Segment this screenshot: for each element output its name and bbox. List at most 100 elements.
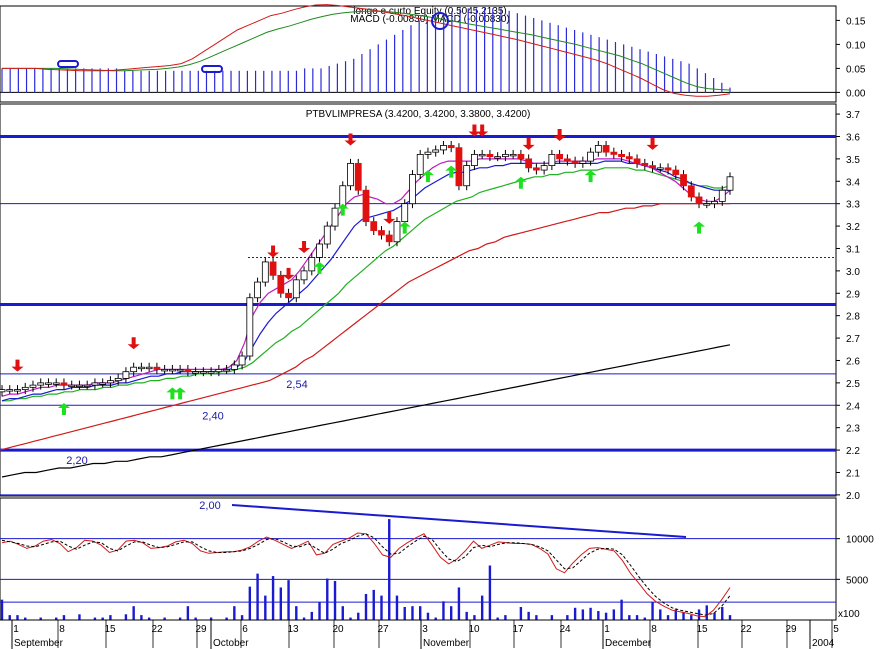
candle-body xyxy=(532,167,540,171)
buy-signal-arrow xyxy=(421,170,434,183)
candle-body xyxy=(223,369,230,372)
candle-body xyxy=(45,382,52,385)
candle-body xyxy=(370,221,378,231)
candle-body xyxy=(641,162,649,167)
sell-signal-arrow xyxy=(127,337,140,350)
macd-y-axis: 0.15 0.10 0.05 0.00 xyxy=(0,16,866,99)
candle-body xyxy=(664,167,672,171)
sell-signal-arrow xyxy=(267,245,280,258)
candle-body xyxy=(83,384,91,388)
price-levels: 2,54 2,40 2,20 2,00 xyxy=(0,134,836,512)
candle-body xyxy=(300,270,308,281)
price-level-label: 2,40 xyxy=(202,410,223,422)
ma-black-line xyxy=(1,344,731,478)
candle-body xyxy=(711,201,718,205)
candle-body xyxy=(207,371,215,374)
price-tick-label: 2.3 xyxy=(846,424,860,435)
candle-body xyxy=(563,158,571,162)
candle-body xyxy=(726,176,734,191)
candle-body xyxy=(269,261,277,276)
macd-marker xyxy=(57,60,79,68)
macd-signal-line xyxy=(2,10,731,91)
x-tick-label: 22 xyxy=(151,624,163,635)
candle-body xyxy=(393,221,401,243)
candle-body xyxy=(540,165,548,171)
macd-markers xyxy=(57,12,449,73)
x-tick-label: 1 xyxy=(13,624,19,635)
candle-body xyxy=(625,156,633,160)
candle-body xyxy=(432,149,440,153)
candle-body xyxy=(486,153,494,158)
sell-signal-arrow xyxy=(476,124,489,137)
candle-body xyxy=(610,151,618,155)
sell-signal-arrow xyxy=(468,124,481,137)
candle-body xyxy=(440,145,447,151)
macd-title-line2: MACD (-0.00830) MACD (-0.00830) xyxy=(350,14,510,25)
price-panel-frame xyxy=(0,103,837,497)
candle-body xyxy=(424,151,432,155)
candle-body xyxy=(409,174,416,205)
x-tick-label: 15 xyxy=(104,624,116,635)
price-level-label: 2,00 xyxy=(199,500,220,512)
candle-body xyxy=(145,366,153,370)
candle-body xyxy=(230,364,238,370)
candle-body xyxy=(556,153,564,160)
macd-line xyxy=(2,4,731,97)
sell-signal-arrow xyxy=(522,137,535,150)
candle-body xyxy=(122,371,130,379)
candle-body xyxy=(517,153,525,160)
x-tick-label: 15 xyxy=(696,624,708,635)
price-tick-label: 2.2 xyxy=(846,446,860,457)
stochastic-d-line xyxy=(1,533,731,616)
price-panel: PTBVLIMPRESA (3.4200, 3.4200, 3.3800, 3.… xyxy=(0,103,860,512)
price-tick-label: 3.4 xyxy=(846,177,860,188)
candle-body xyxy=(76,384,83,388)
candle-body xyxy=(37,382,45,386)
price-tick-label: 3.0 xyxy=(846,267,860,278)
candle-body xyxy=(703,203,711,206)
candle-body xyxy=(471,153,478,166)
macd-tick-label: 0.00 xyxy=(846,88,866,99)
candle-body xyxy=(29,384,37,388)
macd-panel: longo e curto Equity (0.5045,2135) MACD … xyxy=(0,4,866,103)
candle-body xyxy=(21,386,29,390)
volume-y-axis: 10000 5000 xyxy=(0,535,874,603)
sell-signal-arrow xyxy=(344,133,357,146)
price-title: PTBVLIMPRESA (3.4200, 3.4200, 3.3800, 3.… xyxy=(306,109,531,120)
buy-signal-arrow xyxy=(514,176,527,189)
candle-body xyxy=(416,153,424,175)
x-tick-label: 1 xyxy=(604,624,610,635)
macd-tick-label: 0.05 xyxy=(846,64,866,75)
candle-body xyxy=(401,203,409,222)
price-level-label: 2,54 xyxy=(286,379,307,391)
price-tick-label: 2.5 xyxy=(846,379,860,390)
candle-body xyxy=(680,174,687,187)
price-tick-label: 3.3 xyxy=(846,200,860,211)
x-tick-label: 20 xyxy=(332,624,344,635)
candle-body xyxy=(579,160,587,164)
candle-body xyxy=(362,189,370,223)
candle-body xyxy=(246,297,254,357)
ma-red-line xyxy=(0,203,730,451)
candle-body xyxy=(656,167,664,170)
candle-body xyxy=(672,169,680,175)
x-tick-label: 27 xyxy=(377,624,389,635)
candle-body xyxy=(215,369,223,373)
x-tick-label: 3 xyxy=(422,624,428,635)
buy-signal-arrow xyxy=(166,387,179,400)
candle-body xyxy=(687,185,695,198)
candle-body xyxy=(633,158,641,164)
volume-panel: 10000 5000 x100 xyxy=(0,497,874,621)
buy-signal-arrow xyxy=(57,403,70,416)
sell-signal-arrow xyxy=(11,359,24,372)
signal-arrows xyxy=(11,124,706,416)
candle-body xyxy=(502,153,509,158)
candle-body xyxy=(199,371,207,374)
sell-signal-arrow xyxy=(646,137,659,150)
x-tick-label: 8 xyxy=(59,624,65,635)
x-tick-label: 13 xyxy=(287,624,299,635)
buy-signal-arrow xyxy=(174,387,187,400)
macd-marker xyxy=(201,65,223,73)
buy-signal-arrow xyxy=(584,170,597,183)
